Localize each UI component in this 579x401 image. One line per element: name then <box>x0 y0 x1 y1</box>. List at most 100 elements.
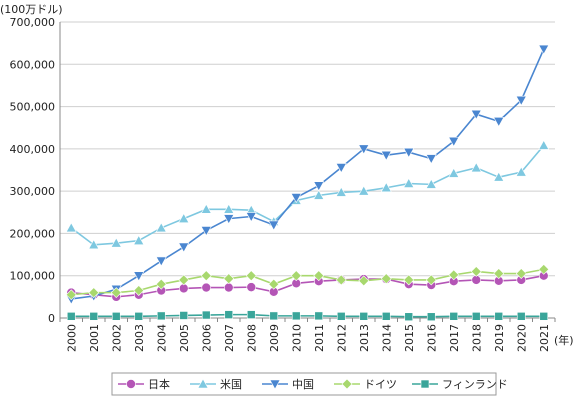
data-point <box>403 147 415 158</box>
data-point <box>336 312 346 321</box>
data-point <box>178 274 190 286</box>
y-unit-label: (100万ドル) <box>0 3 63 16</box>
data-point <box>314 311 324 321</box>
data-point <box>380 273 392 285</box>
grid-lines <box>60 21 555 277</box>
data-point <box>290 270 302 282</box>
legend-entry: ドイツ <box>334 378 397 391</box>
series-4 <box>65 263 550 301</box>
legend: 日本 米国 中国 ドイツ フィンランド <box>111 372 508 396</box>
data-point <box>134 312 144 321</box>
data-point <box>290 193 302 204</box>
data-point <box>200 226 212 237</box>
x-tick-label: 2010 <box>290 324 303 352</box>
data-point <box>156 311 166 321</box>
data-point <box>404 312 414 322</box>
x-tick-label: 2007 <box>223 324 236 352</box>
x-tick-label: 2006 <box>200 324 213 352</box>
x-tick-label: 2011 <box>313 324 326 352</box>
data-point <box>88 239 100 250</box>
series-line <box>71 48 545 300</box>
data-point <box>380 182 392 193</box>
data-point <box>358 275 370 287</box>
data-point <box>470 109 482 120</box>
legend-entry: 米国 <box>190 378 242 391</box>
x-tick-label: 2018 <box>470 324 483 352</box>
data-point <box>403 274 415 286</box>
data-point <box>449 312 459 321</box>
y-tick-label: 0 <box>48 312 55 325</box>
data-point <box>201 282 212 293</box>
x-tick-label: 2016 <box>425 324 438 352</box>
data-point <box>111 312 121 321</box>
data-point <box>245 212 257 223</box>
series-group <box>65 44 550 322</box>
data-point <box>358 185 370 196</box>
data-point <box>515 95 527 106</box>
data-point <box>494 312 504 321</box>
data-point <box>403 177 415 188</box>
legend-entry: フィンランド <box>412 378 508 391</box>
x-tick-labels: 2000 2001 2002 2003 2004 2005 2006 2007 2008 2009… <box>65 324 551 352</box>
y-tick-label: 200,000 <box>10 227 56 240</box>
y-tick-label: 400,000 <box>10 143 56 156</box>
y-tick-label: 700,000 <box>10 16 56 29</box>
data-point <box>380 150 392 161</box>
y-tick-label: 500,000 <box>10 101 56 114</box>
data-point <box>359 312 369 321</box>
data-point <box>448 136 460 147</box>
y-tick-labels: 0 100,000 200,000 300,000 400,000 500,000 600,… <box>10 16 56 325</box>
data-point <box>335 274 347 286</box>
data-point <box>245 270 257 282</box>
data-point <box>381 312 391 321</box>
series-5 <box>66 310 549 322</box>
data-point <box>223 273 235 285</box>
data-point <box>223 214 235 225</box>
data-point <box>335 163 347 174</box>
data-point <box>493 171 505 182</box>
data-point <box>268 220 280 231</box>
data-point <box>178 213 190 223</box>
data-point <box>269 311 279 321</box>
x-tick-label: 2004 <box>155 324 168 352</box>
legend-swatch-marker <box>269 379 281 390</box>
x-tick-label: 2015 <box>403 324 416 352</box>
data-point <box>246 282 257 292</box>
data-point <box>425 178 437 189</box>
data-point <box>313 189 325 200</box>
data-point <box>313 181 325 192</box>
legend-swatch-marker <box>341 378 353 390</box>
y-tick-label: 600,000 <box>10 58 56 71</box>
legend-label: フィンランド <box>442 378 508 391</box>
legend-box <box>111 372 497 396</box>
x-tick-label: 2019 <box>493 324 506 352</box>
data-point <box>335 186 347 197</box>
data-point <box>179 311 189 320</box>
data-point <box>65 289 77 301</box>
x-tick-label: 2009 <box>268 324 281 352</box>
data-point <box>110 287 122 299</box>
data-point <box>223 203 235 214</box>
data-point <box>448 167 460 178</box>
data-point <box>313 270 325 282</box>
data-point <box>539 312 549 321</box>
x-tick-label: 2020 <box>515 324 528 352</box>
y-tick-label: 300,000 <box>10 185 56 198</box>
x-tick-label: 2017 <box>448 324 461 352</box>
x-tick-label: 2021 <box>538 324 551 352</box>
data-point <box>538 263 550 275</box>
series-line <box>71 268 544 296</box>
data-point <box>223 282 234 293</box>
data-point <box>470 162 482 173</box>
data-point <box>200 270 212 282</box>
legend-swatch-marker <box>126 379 136 389</box>
legend-label: ドイツ <box>364 378 397 391</box>
data-point <box>65 222 77 233</box>
data-point <box>246 310 256 319</box>
data-point <box>493 268 505 280</box>
legend-label: 米国 <box>220 378 242 391</box>
data-point <box>133 234 145 245</box>
data-point <box>155 222 167 233</box>
data-point <box>516 312 526 321</box>
